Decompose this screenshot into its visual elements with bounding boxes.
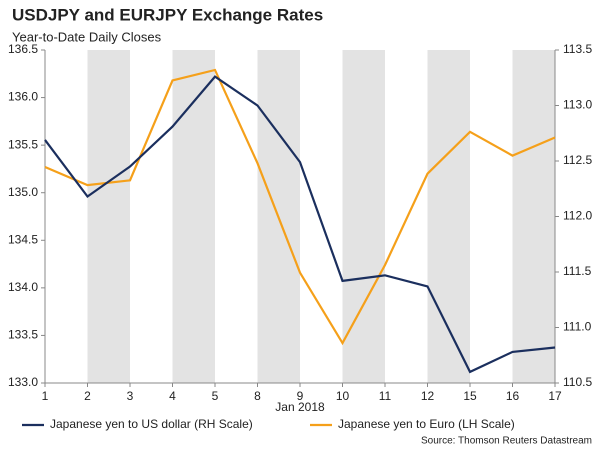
x-tick-label: 1 bbox=[42, 389, 49, 403]
y-tick-label: 133.0 bbox=[8, 375, 38, 389]
series-line bbox=[44, 75, 556, 374]
chart-subtitle: Year-to-Date Daily Closes bbox=[12, 29, 162, 44]
y-tick-label: 135.5 bbox=[8, 137, 38, 151]
band bbox=[87, 50, 130, 383]
y2-tick-label: 112.5 bbox=[563, 153, 592, 167]
band bbox=[427, 50, 470, 383]
x-tick-label: 2 bbox=[84, 389, 91, 403]
y2-tick-label: 111.5 bbox=[563, 264, 592, 278]
y2-tick-label: 112.0 bbox=[563, 209, 592, 223]
y-tick-label: 135.0 bbox=[8, 185, 38, 199]
x-tick-label: 11 bbox=[379, 389, 392, 403]
x-tick-label: 10 bbox=[336, 389, 350, 403]
y2-tick-label: 113.0 bbox=[563, 98, 592, 112]
chart-title: USDJPY and EURJPY Exchange Rates bbox=[12, 5, 323, 24]
y-tick-label: 136.5 bbox=[8, 42, 38, 56]
source: Source: Thomson Reuters Datastream bbox=[421, 436, 592, 447]
series-line bbox=[44, 68, 556, 346]
y2-tick-label: 110.5 bbox=[563, 375, 592, 389]
x-tick-label: 5 bbox=[212, 389, 219, 403]
x-tick-label: 15 bbox=[463, 389, 477, 403]
y-tick-label: 134.0 bbox=[8, 280, 38, 294]
band bbox=[512, 50, 555, 383]
x-axis-label: Jan 2018 bbox=[275, 400, 325, 414]
x-tick-label: 17 bbox=[548, 389, 562, 403]
y-tick-label: 133.5 bbox=[8, 328, 38, 342]
x-tick-label: 12 bbox=[421, 389, 435, 403]
x-tick-label: 4 bbox=[169, 389, 176, 403]
x-tick-label: 3 bbox=[127, 389, 134, 403]
x-tick-label: 16 bbox=[506, 389, 520, 403]
band bbox=[172, 50, 215, 383]
y-tick-label: 134.5 bbox=[8, 232, 38, 246]
y-tick-label: 136.0 bbox=[8, 90, 38, 104]
x-tick-label: 8 bbox=[254, 389, 261, 403]
x-tick-label: 9 bbox=[297, 389, 304, 403]
legend-label: Japanese yen to US dollar (RH Scale) bbox=[50, 417, 253, 431]
y2-tick-label: 111.0 bbox=[563, 320, 592, 334]
band bbox=[342, 50, 385, 383]
y2-tick-label: 113.5 bbox=[563, 42, 592, 56]
legend-label: Japanese yen to Euro (LH Scale) bbox=[338, 417, 515, 431]
